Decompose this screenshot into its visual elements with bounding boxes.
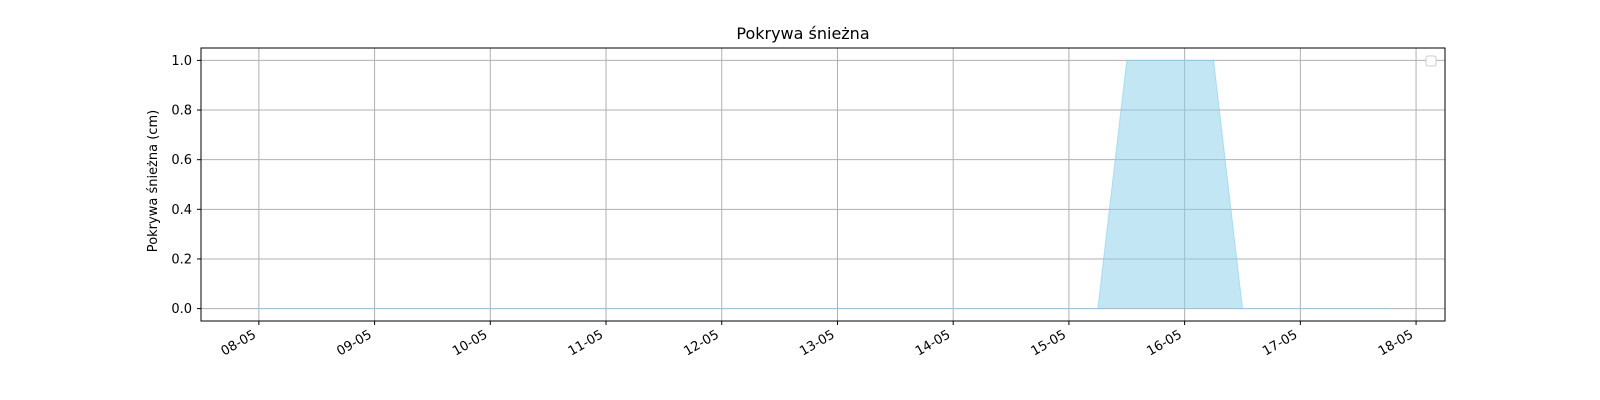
x-tick-label: 09-05 bbox=[334, 327, 374, 359]
grid bbox=[201, 48, 1445, 321]
y-tick-label: 0.2 bbox=[171, 252, 192, 267]
chart-title: Pokrywa śnieżna bbox=[736, 24, 869, 43]
x-tick-label: 17-05 bbox=[1260, 327, 1300, 359]
y-axis-label: Pokrywa śnieżna (cm) bbox=[146, 110, 161, 252]
data-point bbox=[1241, 307, 1244, 310]
plot-frame bbox=[200, 47, 1446, 322]
x-tick-label: 10-05 bbox=[450, 327, 490, 359]
x-tick-label: 13-05 bbox=[797, 327, 837, 359]
x-tick-label: 11-05 bbox=[566, 327, 606, 359]
data-point bbox=[1386, 307, 1388, 310]
series-line bbox=[258, 59, 1388, 310]
x-tick-label: 15-05 bbox=[1029, 327, 1069, 359]
y-tick-label: 0.0 bbox=[171, 302, 192, 317]
x-tick-label: 14-05 bbox=[913, 327, 953, 359]
x-tick-label: 18-05 bbox=[1376, 327, 1416, 359]
y-tick-label: 0.4 bbox=[171, 203, 192, 218]
data-point bbox=[1097, 307, 1099, 310]
legend-box bbox=[1425, 55, 1437, 67]
x-tick-label: 08-05 bbox=[219, 327, 259, 359]
y-tick-label: 0.6 bbox=[171, 153, 192, 168]
area-layer bbox=[258, 59, 1388, 310]
data-point bbox=[1126, 59, 1128, 62]
x-tick-label: 12-05 bbox=[682, 327, 722, 359]
x-tick-label: 16-05 bbox=[1144, 327, 1184, 359]
data-point bbox=[1212, 59, 1215, 62]
x-axis: 08-05 09-05 10-05 11-05 12-05 13-05 14-05 15-05… bbox=[219, 321, 1417, 359]
y-tick-label: 1.0 bbox=[171, 54, 192, 69]
data-point bbox=[258, 307, 260, 310]
y-tick-label: 0.8 bbox=[171, 104, 192, 119]
y-axis: 0.0 0.2 0.4 0.6 0.8 1.0 bbox=[171, 54, 201, 317]
